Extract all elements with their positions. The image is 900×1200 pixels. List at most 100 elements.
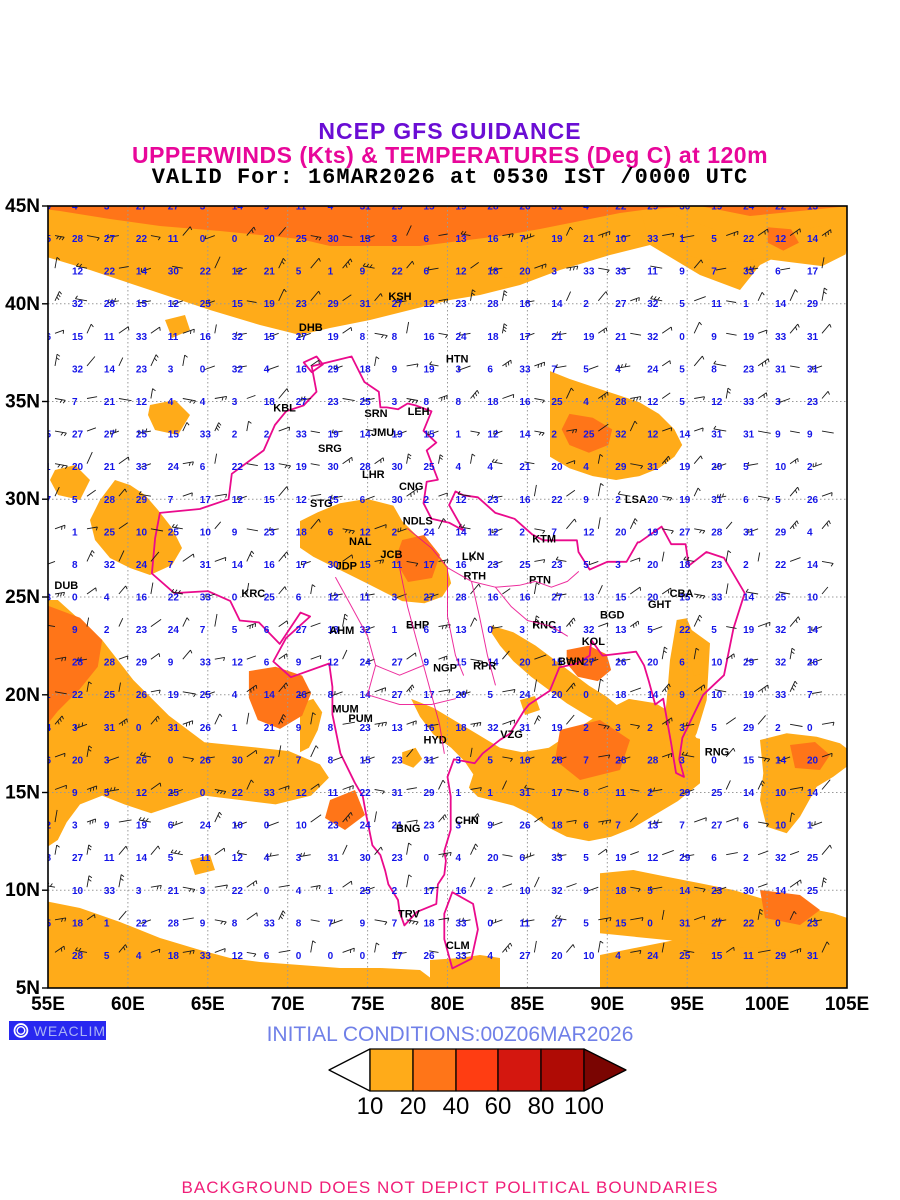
- svg-text:31: 31: [807, 364, 819, 375]
- svg-text:BHP: BHP: [406, 619, 429, 631]
- svg-text:4: 4: [264, 853, 270, 864]
- svg-text:8: 8: [328, 690, 334, 701]
- svg-text:20: 20: [519, 267, 531, 278]
- svg-text:23: 23: [264, 527, 276, 538]
- svg-text:11: 11: [615, 788, 626, 799]
- svg-text:23: 23: [424, 821, 436, 832]
- svg-text:BGD: BGD: [600, 610, 625, 622]
- svg-text:14: 14: [264, 690, 276, 701]
- svg-text:7: 7: [583, 755, 589, 766]
- svg-text:23: 23: [807, 918, 819, 929]
- svg-text:20: 20: [551, 690, 563, 701]
- svg-text:SRG: SRG: [318, 443, 342, 455]
- svg-text:16: 16: [40, 755, 52, 766]
- svg-text:35N: 35N: [5, 392, 40, 413]
- svg-text:0: 0: [72, 593, 78, 604]
- svg-text:9: 9: [104, 821, 110, 832]
- svg-text:10: 10: [615, 234, 627, 245]
- svg-text:6: 6: [264, 625, 270, 636]
- svg-text:NAL: NAL: [349, 536, 372, 548]
- svg-text:29: 29: [775, 951, 787, 962]
- svg-text:33: 33: [711, 593, 723, 604]
- svg-text:6: 6: [360, 495, 366, 506]
- svg-text:32: 32: [551, 886, 563, 897]
- svg-text:32: 32: [104, 560, 116, 571]
- svg-text:16: 16: [424, 332, 436, 343]
- svg-text:20: 20: [551, 951, 563, 962]
- svg-text:18: 18: [72, 918, 84, 929]
- svg-text:27: 27: [551, 918, 563, 929]
- svg-text:23: 23: [296, 299, 308, 310]
- svg-text:10: 10: [357, 1093, 384, 1120]
- svg-text:4: 4: [583, 397, 589, 408]
- svg-text:4: 4: [136, 951, 142, 962]
- svg-text:20: 20: [807, 755, 819, 766]
- svg-text:100: 100: [564, 1093, 604, 1120]
- svg-text:14: 14: [647, 690, 659, 701]
- svg-text:31: 31: [743, 527, 755, 538]
- svg-text:18: 18: [168, 951, 180, 962]
- svg-text:15: 15: [264, 332, 276, 343]
- svg-text:12: 12: [487, 527, 499, 538]
- svg-text:14: 14: [519, 430, 531, 441]
- svg-text:22: 22: [775, 202, 787, 213]
- svg-text:4: 4: [615, 364, 621, 375]
- svg-text:15: 15: [40, 918, 52, 929]
- svg-text:26: 26: [807, 495, 819, 506]
- svg-text:17: 17: [424, 690, 436, 701]
- svg-text:19: 19: [328, 430, 340, 441]
- svg-text:9: 9: [360, 267, 366, 278]
- svg-text:31: 31: [360, 299, 372, 310]
- svg-text:27: 27: [104, 430, 116, 441]
- svg-text:3: 3: [104, 202, 110, 213]
- svg-text:0: 0: [487, 918, 493, 929]
- svg-text:7: 7: [392, 918, 398, 929]
- svg-text:10: 10: [775, 821, 787, 832]
- svg-text:33: 33: [136, 332, 148, 343]
- svg-text:0: 0: [200, 788, 206, 799]
- svg-text:8: 8: [456, 397, 462, 408]
- svg-text:7: 7: [200, 625, 206, 636]
- svg-text:BWN: BWN: [558, 656, 584, 668]
- svg-text:5: 5: [711, 723, 717, 734]
- svg-text:23: 23: [711, 886, 723, 897]
- svg-text:25: 25: [40, 234, 52, 245]
- svg-text:BNG: BNG: [396, 823, 420, 835]
- svg-text:30: 30: [168, 267, 180, 278]
- svg-text:27: 27: [615, 299, 627, 310]
- svg-text:14: 14: [775, 299, 787, 310]
- svg-text:31: 31: [168, 723, 180, 734]
- svg-text:1: 1: [328, 886, 334, 897]
- svg-text:29: 29: [328, 299, 340, 310]
- svg-text:15: 15: [264, 495, 276, 506]
- svg-text:9: 9: [296, 658, 302, 669]
- svg-text:32: 32: [487, 723, 499, 734]
- svg-text:5: 5: [104, 951, 110, 962]
- svg-text:4: 4: [456, 853, 462, 864]
- svg-text:31: 31: [519, 788, 531, 799]
- svg-text:12: 12: [583, 527, 595, 538]
- svg-text:14: 14: [679, 886, 691, 897]
- svg-text:26: 26: [807, 658, 819, 669]
- svg-text:2: 2: [583, 299, 589, 310]
- svg-text:20: 20: [711, 462, 723, 473]
- svg-text:21: 21: [615, 332, 627, 343]
- svg-text:9: 9: [168, 658, 174, 669]
- svg-text:16: 16: [487, 593, 499, 604]
- svg-text:20: 20: [487, 853, 499, 864]
- svg-text:10: 10: [200, 527, 212, 538]
- svg-text:75E: 75E: [351, 994, 385, 1015]
- svg-text:27: 27: [104, 234, 116, 245]
- svg-text:80: 80: [528, 1093, 555, 1120]
- svg-text:32: 32: [647, 332, 659, 343]
- svg-text:15N: 15N: [5, 783, 40, 804]
- svg-text:4: 4: [615, 951, 621, 962]
- svg-text:7: 7: [296, 755, 302, 766]
- svg-text:10: 10: [711, 658, 723, 669]
- svg-text:19: 19: [711, 202, 723, 213]
- svg-text:20: 20: [551, 462, 563, 473]
- svg-text:25: 25: [807, 886, 819, 897]
- svg-text:6: 6: [487, 364, 493, 375]
- svg-text:20: 20: [72, 462, 84, 473]
- svg-text:9: 9: [807, 430, 813, 441]
